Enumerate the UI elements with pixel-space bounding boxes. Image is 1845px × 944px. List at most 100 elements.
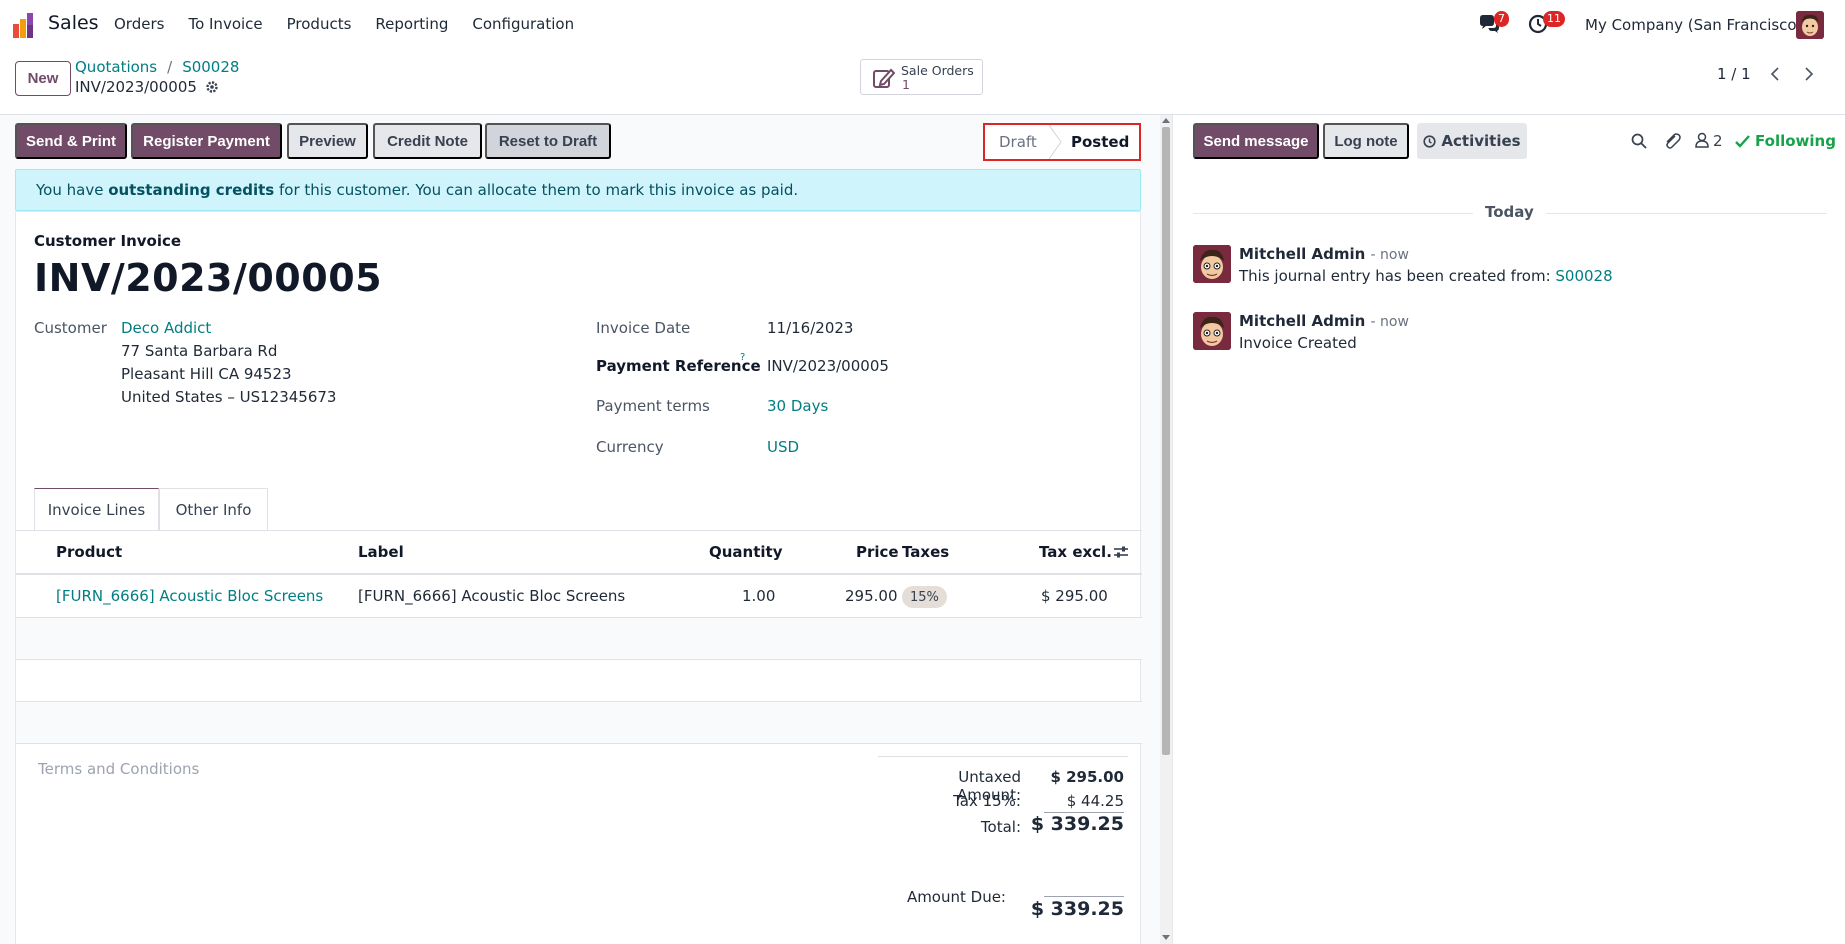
- payment-reference-field[interactable]: INV/2023/00005: [767, 357, 889, 375]
- row-quantity[interactable]: 1.00: [742, 587, 776, 605]
- total-divider: [1044, 812, 1124, 813]
- search-icon[interactable]: [1631, 133, 1647, 149]
- invoice-date-field[interactable]: 11/16/2023: [767, 319, 854, 337]
- menu-item-products[interactable]: Products: [286, 15, 352, 33]
- pager-previous-button[interactable]: [1758, 61, 1792, 87]
- chatter-message: Mitchell Admin - now Invoice Created: [1193, 312, 1827, 362]
- customer-address-line-2: Pleasant Hill CA 94523: [121, 365, 292, 383]
- check-icon: [1735, 134, 1750, 148]
- sale-orders-smart-button[interactable]: Sale Orders 1: [860, 59, 983, 95]
- following-toggle[interactable]: Following: [1735, 132, 1836, 150]
- message-author-name[interactable]: Mitchell Admin: [1239, 312, 1366, 330]
- message-order-link[interactable]: S00028: [1555, 267, 1613, 285]
- total-label: Total:: [980, 818, 1021, 836]
- amount-due-label: Amount Due:: [906, 888, 1006, 906]
- untaxed-amount-label: Untaxed Amount:: [957, 768, 1021, 804]
- user-avatar[interactable]: [1796, 11, 1824, 39]
- row-product-link[interactable]: [FURN_6666] Acoustic Bloc Screens: [56, 587, 324, 605]
- odoo-sales-logo-icon[interactable]: [12, 13, 38, 38]
- menu-item-to-invoice[interactable]: To Invoice: [188, 15, 263, 33]
- author-avatar[interactable]: [1193, 312, 1231, 350]
- total-value: $ 339.25: [1030, 813, 1124, 835]
- app-name[interactable]: Sales: [48, 12, 99, 34]
- stage-draft[interactable]: Draft: [985, 125, 1051, 159]
- form-sheet: Customer Invoice INV/2023/00005 Customer…: [15, 211, 1142, 944]
- clock-icon: [1423, 134, 1437, 148]
- empty-table-row[interactable]: [16, 618, 1142, 660]
- author-avatar[interactable]: [1193, 245, 1231, 283]
- register-payment-button[interactable]: Register Payment: [131, 123, 282, 159]
- gear-icon[interactable]: [205, 80, 219, 94]
- tab-invoice-lines[interactable]: Invoice Lines: [34, 488, 159, 530]
- empty-table-row[interactable]: [16, 660, 1142, 702]
- activities-button[interactable]: Activities: [1417, 123, 1527, 159]
- send-message-button[interactable]: Send message: [1193, 123, 1319, 159]
- amount-due-value: $ 339.25: [1030, 898, 1124, 920]
- message-time: - now: [1370, 247, 1409, 263]
- message-author[interactable]: Mitchell Admin - now: [1239, 245, 1409, 263]
- payment-reference-label: Payment Reference: [596, 357, 761, 375]
- activities-badge: 11: [1543, 11, 1565, 27]
- optional-columns-toggle-icon[interactable]: [1113, 545, 1129, 559]
- company-switcher[interactable]: My Company (San Francisco): [1585, 16, 1803, 34]
- scroll-down-arrow-icon[interactable]: [1162, 935, 1170, 941]
- customer-address-line-1: 77 Santa Barbara Rd: [121, 342, 278, 360]
- payment-terms-field[interactable]: 30 Days: [767, 397, 829, 415]
- new-button[interactable]: New: [15, 61, 71, 96]
- currency-label: Currency: [596, 438, 664, 456]
- form-scrollbar[interactable]: [1160, 115, 1172, 944]
- message-body: This journal entry has been created from…: [1239, 267, 1613, 285]
- table-row[interactable]: [FURN_6666] Acoustic Bloc Screens [FURN_…: [16, 576, 1142, 618]
- form-scrollbar-thumb[interactable]: [1162, 127, 1170, 755]
- preview-button[interactable]: Preview: [287, 123, 368, 159]
- menu-item-orders[interactable]: Orders: [114, 15, 165, 33]
- column-header-quantity[interactable]: Quantity: [709, 543, 783, 561]
- reset-to-draft-button[interactable]: Reset to Draft: [485, 123, 611, 159]
- followers-user-icon[interactable]: [1695, 132, 1709, 148]
- status-bar: Send & Print Register Payment Preview Cr…: [15, 123, 1140, 161]
- message-text: Invoice Created: [1239, 334, 1357, 352]
- smart-button-count: 1: [902, 77, 910, 92]
- chevron-right-icon: [1805, 67, 1814, 81]
- followers-count[interactable]: 2: [1713, 132, 1723, 150]
- scroll-up-arrow-icon[interactable]: [1162, 117, 1170, 123]
- column-header-taxes[interactable]: Taxes: [902, 543, 950, 561]
- menu-item-configuration[interactable]: Configuration: [472, 15, 575, 33]
- paperclip-icon[interactable]: [1663, 132, 1681, 150]
- edit-document-icon: [873, 68, 895, 88]
- pager-next-button[interactable]: [1792, 61, 1826, 87]
- stage-posted[interactable]: Posted: [1071, 125, 1141, 159]
- row-tax-badge[interactable]: 15%: [902, 586, 947, 608]
- totals-top-divider: [878, 756, 1128, 757]
- breadcrumb-quotations[interactable]: Quotations: [75, 58, 158, 76]
- payment-reference-help-icon[interactable]: ?: [740, 352, 746, 363]
- tax-15-label: Tax 15%:: [953, 792, 1021, 810]
- message-author[interactable]: Mitchell Admin - now: [1239, 312, 1409, 330]
- message-body: Invoice Created: [1239, 334, 1357, 352]
- credit-note-button[interactable]: Credit Note: [373, 123, 482, 159]
- terms-and-conditions-field[interactable]: Terms and Conditions: [38, 760, 200, 778]
- column-header-label[interactable]: Label: [358, 543, 404, 561]
- tab-invoice-lines-label: Invoice Lines: [47, 500, 146, 519]
- menu-item-reporting[interactable]: Reporting: [375, 15, 449, 33]
- column-header-price[interactable]: Price: [856, 543, 899, 561]
- column-header-tax-excl[interactable]: Tax excl.: [1039, 543, 1112, 561]
- tab-divider: [16, 530, 1142, 531]
- log-note-button[interactable]: Log note: [1323, 123, 1409, 159]
- empty-table-row[interactable]: [16, 702, 1142, 744]
- alert-text-pre: You have: [36, 181, 109, 199]
- following-label: Following: [1755, 132, 1836, 150]
- column-header-product[interactable]: Product: [56, 543, 123, 561]
- message-author-name[interactable]: Mitchell Admin: [1239, 245, 1366, 263]
- tax-15-value: $ 44.25: [1066, 792, 1124, 810]
- row-price[interactable]: 295.00: [845, 587, 898, 605]
- breadcrumb-order[interactable]: S00028: [182, 58, 240, 76]
- alert-outstanding-credits-link[interactable]: outstanding credits: [108, 181, 275, 199]
- pager-value[interactable]: 1 / 1: [1717, 65, 1751, 83]
- chevron-left-icon: [1770, 67, 1779, 81]
- customer-name-link[interactable]: Deco Addict: [121, 319, 212, 337]
- send-print-button[interactable]: Send & Print: [15, 123, 127, 159]
- row-label[interactable]: [FURN_6666] Acoustic Bloc Screens: [358, 587, 626, 605]
- tab-other-info[interactable]: Other Info: [159, 488, 268, 530]
- currency-field[interactable]: USD: [767, 438, 800, 456]
